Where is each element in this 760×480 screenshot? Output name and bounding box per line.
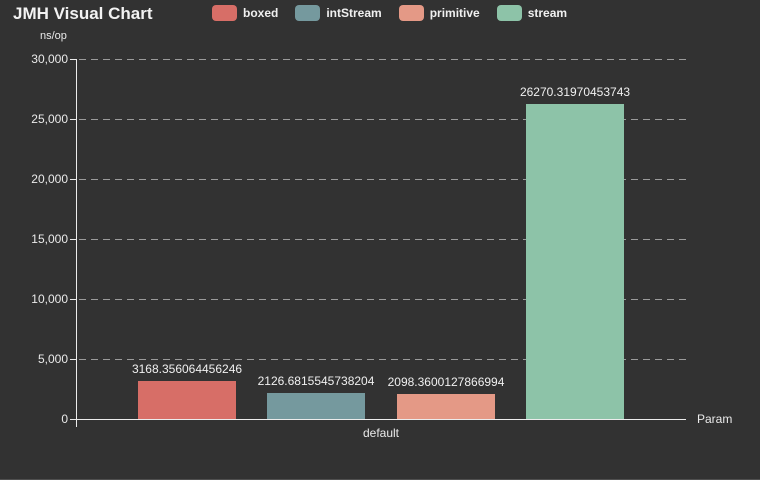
legend-item-boxed[interactable]: boxed bbox=[212, 5, 278, 21]
gridline bbox=[79, 179, 686, 180]
legend-item-stream[interactable]: stream bbox=[496, 5, 568, 21]
legend-label: boxed bbox=[243, 6, 279, 20]
bar-intstream[interactable] bbox=[267, 393, 365, 419]
legend-swatch-stream bbox=[496, 5, 522, 21]
origin-axis-stub bbox=[76, 419, 77, 427]
legend: boxed intStream primitive stream bbox=[212, 5, 567, 21]
gridline bbox=[79, 359, 686, 360]
plot-area: default 0 5,000 10,000 15,000 20,000 25,000 30… bbox=[31, 53, 686, 440]
y-tick-label: 5,000 bbox=[37, 352, 68, 366]
bar-value-label-stream: 26270.31970453743 bbox=[519, 84, 631, 99]
legend-swatch-boxed bbox=[212, 5, 237, 21]
bar-value-label-primitive: 2098.3600127866994 bbox=[387, 374, 505, 389]
y-tick-mark bbox=[70, 239, 76, 240]
y-tick-label: 0 bbox=[61, 412, 68, 426]
y-tick-label: 10,000 bbox=[31, 292, 68, 306]
y-tick-mark bbox=[70, 299, 76, 300]
y-tick-mark bbox=[70, 419, 76, 420]
legend-item-primitive[interactable]: primitive bbox=[398, 5, 480, 21]
legend-item-intstream[interactable]: intStream bbox=[295, 5, 382, 21]
gridline bbox=[79, 119, 686, 120]
bar-value-label-boxed: 3168.356064456246 bbox=[131, 361, 243, 376]
legend-label: primitive bbox=[429, 6, 480, 20]
y-tick-mark bbox=[70, 59, 76, 60]
bar-value-label-intstream: 2126.6815545738204 bbox=[257, 374, 375, 389]
x-axis-title: Param bbox=[697, 412, 733, 426]
y-tick-label: 30,000 bbox=[31, 52, 68, 66]
legend-label: stream bbox=[527, 6, 568, 20]
gridline bbox=[79, 59, 686, 60]
y-tick-label: 25,000 bbox=[31, 112, 68, 126]
y-axis-unit-label: ns/op bbox=[40, 30, 67, 42]
gridline bbox=[79, 239, 686, 240]
bar-boxed[interactable] bbox=[138, 380, 236, 419]
chart-title: JMH Visual Chart bbox=[13, 4, 153, 23]
x-category-label: default bbox=[362, 426, 400, 440]
y-tick-label: 20,000 bbox=[31, 172, 68, 186]
gridline bbox=[79, 299, 686, 300]
y-tick-label: 15,000 bbox=[31, 232, 68, 246]
legend-label: intStream bbox=[326, 6, 382, 20]
bar-primitive[interactable] bbox=[397, 393, 495, 419]
y-tick-mark bbox=[70, 119, 76, 120]
y-tick-mark bbox=[70, 179, 76, 180]
y-tick-mark bbox=[70, 359, 76, 360]
bar-stream[interactable] bbox=[526, 103, 624, 419]
legend-swatch-primitive bbox=[398, 5, 424, 21]
legend-swatch-intstream bbox=[295, 5, 321, 21]
